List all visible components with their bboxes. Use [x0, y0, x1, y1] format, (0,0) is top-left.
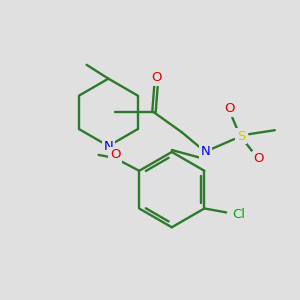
Text: O: O	[224, 102, 235, 115]
Text: Cl: Cl	[232, 208, 246, 221]
Text: O: O	[152, 71, 162, 84]
Text: S: S	[237, 130, 245, 142]
Text: O: O	[110, 148, 121, 161]
Text: N: N	[103, 140, 113, 152]
Text: N: N	[201, 146, 210, 158]
Text: O: O	[254, 152, 264, 165]
